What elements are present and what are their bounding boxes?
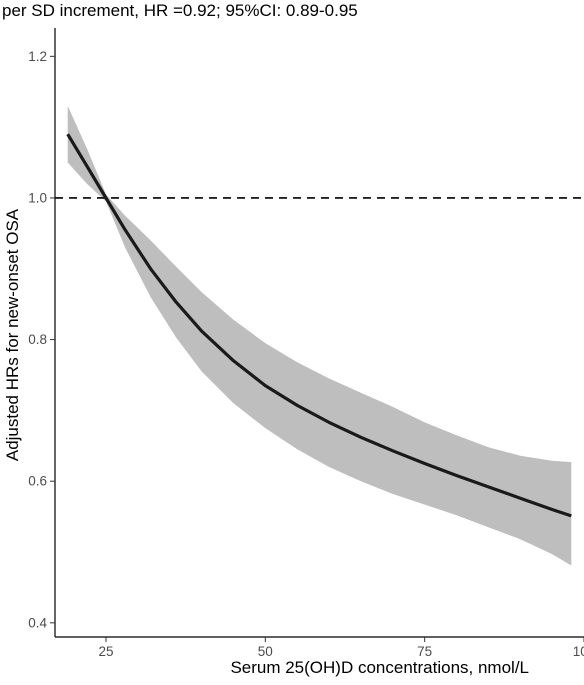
confidence-band: [67, 105, 572, 566]
x-tick-label: 25: [98, 644, 113, 659]
y-tick-label: 0.4: [28, 615, 47, 630]
x-axis-title: Serum 25(OH)D concentrations, nmol/L: [230, 658, 529, 677]
y-tick-label: 1.0: [28, 190, 47, 205]
y-tick-label: 0.6: [28, 474, 47, 489]
y-ticks: 0.4 0.6 0.8 1.0 1.2: [28, 49, 55, 630]
confidence-band-layer: [67, 105, 572, 566]
x-ticks: 25 50 75 100: [98, 637, 584, 659]
fitted-curve: [66, 133, 572, 518]
x-tick-label: 50: [258, 644, 273, 659]
curve-layer: [66, 133, 572, 518]
axes-layer: [54, 28, 584, 638]
y-axis-title: Adjusted HRs for new-onset OSA: [3, 208, 22, 461]
x-tick-label: 75: [417, 644, 432, 659]
y-tick-label: 1.2: [28, 49, 47, 64]
x-tick-label: 100: [573, 644, 584, 659]
chart-title: per SD increment, HR =0.92; 95%CI: 0.89-…: [2, 1, 358, 20]
y-tick-label: 0.8: [28, 332, 47, 347]
